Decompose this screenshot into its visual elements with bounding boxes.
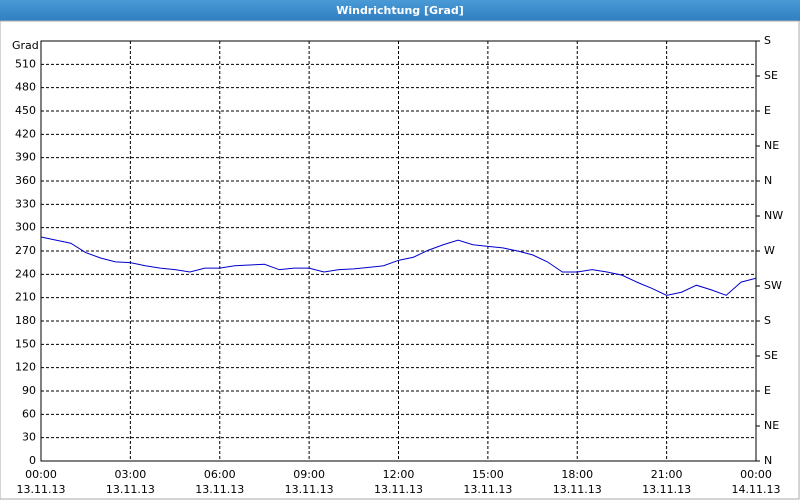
y2-tick-label: NE [764, 139, 779, 152]
x-tick-date: 13.11.13 [553, 483, 602, 496]
y-tick-label: 90 [22, 384, 36, 397]
x-tick-label: 03:00 [115, 468, 147, 481]
title-bar: Windrichtung [Grad] [0, 0, 800, 21]
x-tick-label: 09:00 [293, 468, 325, 481]
y-tick-label: 240 [15, 267, 36, 280]
x-tick-label: 12:00 [383, 468, 415, 481]
data-line [40, 236, 757, 296]
y2-tick-label: S [764, 314, 771, 327]
y-tick-label: 150 [15, 337, 36, 350]
y2-tick-label: SW [764, 279, 782, 292]
y-tick-label: 300 [15, 221, 36, 234]
y2-tick-label: SE [764, 69, 778, 82]
x-tick-label: 18:00 [561, 468, 593, 481]
y-tick-label: 210 [15, 291, 36, 304]
y2-tick-label: E [764, 104, 771, 117]
x-tick-label: 00:00 [25, 468, 57, 481]
x-tick-date: 13.11.13 [285, 483, 334, 496]
x-tick-date: 13.11.13 [642, 483, 691, 496]
x-tick-label: 06:00 [204, 468, 236, 481]
y2-tick-label: N [764, 454, 772, 467]
y-tick-label: 390 [15, 151, 36, 164]
y-tick-label: 180 [15, 314, 36, 327]
x-tick-label: 21:00 [651, 468, 683, 481]
y2-tick-label: S [764, 34, 771, 47]
x-tick-date: 13.11.13 [17, 483, 66, 496]
y2-tick-label: W [764, 244, 775, 257]
y-tick-label: 510 [15, 57, 36, 70]
y-tick-label: 270 [15, 244, 36, 257]
y-tick-label: 420 [15, 127, 36, 140]
y-tick-label: 0 [29, 454, 36, 467]
y-tick-label: 30 [22, 431, 36, 444]
y2-tick-label: NE [764, 419, 779, 432]
y2-tick-label: NW [764, 209, 783, 222]
y2-tick-label: SE [764, 349, 778, 362]
y-tick-label: 330 [15, 197, 36, 210]
x-tick-date: 14.11.13 [732, 483, 781, 496]
x-tick-date: 13.11.13 [106, 483, 155, 496]
y-tick-label: 60 [22, 407, 36, 420]
x-tick-date: 13.11.13 [463, 483, 512, 496]
y-tick-label: 450 [15, 104, 36, 117]
y-tick-label: 480 [15, 81, 36, 94]
y-tick-label: 360 [15, 174, 36, 187]
x-tick-label: 00:00 [740, 468, 772, 481]
x-tick-label: 15:00 [472, 468, 504, 481]
x-tick-date: 13.11.13 [374, 483, 423, 496]
y2-tick-label: N [764, 174, 772, 187]
frame [0, 20, 800, 500]
y-tick-label: 120 [15, 361, 36, 374]
x-tick-date: 13.11.13 [195, 483, 244, 496]
y-axis-label: Grad [12, 39, 39, 52]
y2-tick-label: E [764, 384, 771, 397]
